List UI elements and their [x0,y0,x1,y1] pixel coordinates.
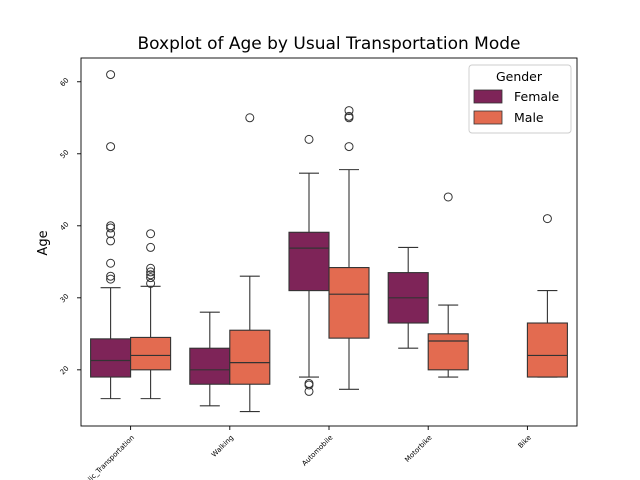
y-tick-label-30: 30 [59,292,71,304]
x-tick-label-bike: Bike [517,434,533,450]
plot-area [77,70,568,430]
male-public-transportation-outlier-4 [146,263,156,273]
male-public-transportation-outlier-5 [146,242,156,252]
female-automobile-outlier-3 [304,134,314,144]
female-public-transportation-outlier-5 [106,223,116,233]
y-axis-label: Age [36,230,51,255]
male-bike-outlier-0 [542,214,552,224]
female-automobile-outlier-2 [304,379,314,389]
y-tick-label-40: 40 [59,220,71,232]
male-automobile-outlier-3 [344,106,354,116]
y-tick-label-60: 60 [59,76,71,88]
male-public-transportation-outlier-3 [146,267,156,277]
male-motorbike-box [427,333,469,371]
legend-swatch-male [473,110,503,125]
male-automobile-box [328,267,370,339]
female-public-transportation-outlier-1 [106,271,116,281]
female-public-transportation-box [90,338,132,378]
female-walking-box [189,347,231,385]
male-public-transportation-outlier-0 [146,278,156,288]
female-public-transportation-outlier-2 [106,258,116,268]
x-tick-label-public-transportation: Public_Transportation [77,434,136,480]
legend-label-female: Female [514,89,560,104]
legend-label-male: Male [514,110,544,125]
female-automobile-box [288,231,330,292]
female-public-transportation-outlier-8 [106,70,116,80]
male-automobile-outlier-0 [344,142,354,152]
y-tick-label-20: 20 [59,364,71,376]
male-walking-outlier-0 [245,113,255,123]
female-public-transportation-outlier-6 [106,221,116,231]
legend-title: Gender [496,69,543,84]
male-public-transportation-outlier-1 [146,273,156,283]
male-public-transportation-outlier-6 [146,229,156,239]
x-tick-label-automobile: Automobile [300,434,334,468]
female-public-transportation-outlier-0 [106,274,116,284]
female-public-transportation-outlier-7 [106,142,116,152]
legend: Gender Female Male [468,64,572,134]
male-motorbike-outlier-0 [443,192,453,202]
male-walking-box [229,329,271,385]
x-tick-label-motorbike: Motorbike [403,434,433,464]
male-automobile-outlier-2 [344,111,354,121]
y-tick-label-50: 50 [59,148,71,160]
x-tick-label-walking: Walking [210,434,235,459]
male-public-transportation-outlier-2 [146,270,156,280]
male-public-transportation-box [130,336,172,371]
female-public-transportation-outlier-3 [106,236,116,246]
axes-frame [80,57,578,427]
male-bike-box [526,322,568,378]
legend-swatch-female [473,89,503,104]
chart-title: Boxplot of Age by Usual Transportation M… [137,34,520,54]
